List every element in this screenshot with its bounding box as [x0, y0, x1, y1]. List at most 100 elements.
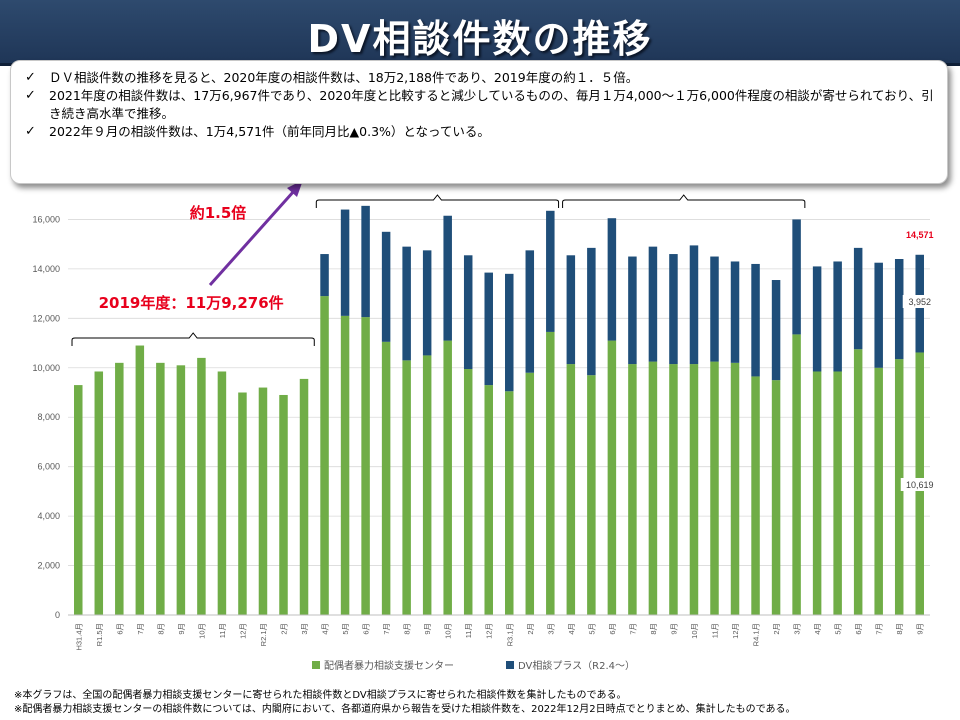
- bar-dv-plus: [607, 218, 617, 341]
- bar-dv-plus: [669, 254, 678, 365]
- x-tick-label: 10月: [690, 623, 699, 639]
- y-tick-label: 12,000: [32, 313, 60, 323]
- x-tick-label: 6月: [608, 623, 617, 635]
- bar-center: [669, 364, 678, 615]
- summary-text: 2021年度の相談件数は、17万6,967件であり、2020年度と比較すると減少…: [49, 88, 934, 121]
- bar-center: [74, 385, 83, 615]
- summary-item: ✓ 2022年９月の相談件数は、1万4,571件（前年同月比▲0.3%）となって…: [23, 123, 935, 141]
- bar-dv-plus: [628, 256, 637, 365]
- bar-center: [525, 372, 535, 615]
- bar-dv-plus: [751, 263, 760, 377]
- x-tick-label: 4月: [813, 623, 822, 635]
- bar-center: [587, 375, 596, 615]
- bar-dv-plus: [710, 256, 719, 362]
- x-tick-label: 11月: [464, 623, 473, 638]
- bar-center: [176, 365, 186, 615]
- summary-item: ✓ 2021年度の相談件数は、17万6,967件であり、2020年度と比較すると…: [23, 87, 935, 123]
- bar-center: [115, 362, 124, 615]
- x-tick-label: 10月: [197, 623, 206, 639]
- x-tick-label: 12月: [731, 623, 740, 639]
- bar-center: [361, 317, 370, 615]
- x-tick-label: 4月: [321, 623, 330, 635]
- x-tick-label: 8月: [156, 623, 165, 635]
- bar-center: [463, 369, 473, 615]
- x-tick-label: 9月: [916, 623, 925, 635]
- x-tick-label: 3月: [300, 623, 309, 635]
- footnote: ※配偶者暴力相談支援センターの相談件数については、内閣府において、各都道府県から…: [14, 704, 796, 715]
- bar-center: [874, 367, 883, 615]
- x-tick-label: 7月: [628, 623, 637, 635]
- bar-center: [812, 371, 822, 615]
- x-tick-label: 7月: [382, 623, 391, 635]
- x-tick-label: 7月: [875, 623, 884, 635]
- bar-center: [771, 380, 781, 615]
- x-tick-label: 9月: [177, 623, 186, 635]
- bar-center: [751, 376, 760, 615]
- fy2019-brace: [71, 332, 315, 346]
- bar-center: [792, 334, 801, 615]
- bar-center: [505, 391, 514, 615]
- last-total-label: 14,571: [906, 230, 934, 240]
- x-tick-label: R2.1月: [259, 623, 268, 646]
- bar-dv-plus: [730, 261, 740, 363]
- bar-dv-plus: [422, 250, 432, 356]
- bar-center: [730, 362, 740, 615]
- x-tick-label: 6月: [115, 623, 124, 635]
- bar-center: [217, 371, 227, 615]
- x-tick-label: 4月: [567, 623, 576, 635]
- bar-dv-plus: [546, 210, 555, 332]
- last-plus-label: 3,952: [908, 297, 931, 307]
- bar-center: [853, 349, 863, 615]
- x-tick-label: 2月: [772, 623, 781, 635]
- label-backdrop: [902, 295, 937, 308]
- bar-center: [156, 362, 165, 615]
- bar-dv-plus: [648, 246, 658, 362]
- fy2019-label: 2019年度：11万9,276件: [99, 294, 284, 312]
- growth-arrow: [208, 190, 296, 286]
- bar-center: [340, 315, 350, 615]
- bar-center: [238, 392, 247, 615]
- bar-center: [607, 340, 617, 615]
- bar-center: [402, 360, 411, 615]
- bar-dv-plus: [566, 255, 576, 365]
- x-tick-label: 5月: [341, 623, 350, 635]
- y-tick-label: 14,000: [32, 264, 60, 274]
- summary-item: ✓ ＤＶ相談件数の推移を見ると、2020年度の相談件数は、18万2,188件であ…: [23, 69, 935, 87]
- x-tick-label: 8月: [895, 623, 904, 635]
- bar-center: [648, 361, 658, 615]
- check-icon: ✓: [25, 88, 36, 103]
- page-title: DV相談件数の推移: [307, 17, 653, 61]
- summary-text: ＤＶ相談件数の推移を見ると、2020年度の相談件数は、18万2,188件であり、…: [49, 70, 639, 85]
- bar-dv-plus: [463, 255, 473, 370]
- x-tick-label: 11月: [711, 623, 720, 638]
- x-tick-label: 8月: [403, 623, 412, 635]
- bar-dv-plus: [525, 250, 535, 373]
- bar-center: [484, 385, 493, 615]
- bar-dv-plus: [361, 205, 370, 318]
- bar-center: [566, 364, 576, 615]
- bar-dv-plus: [853, 247, 863, 350]
- x-tick-label: 5月: [834, 623, 843, 635]
- check-icon: ✓: [25, 70, 36, 85]
- x-tick-label: R4.1月: [752, 623, 761, 646]
- bar-dv-plus: [381, 231, 391, 342]
- label-backdrop: [900, 478, 939, 491]
- x-tick-label: 10月: [444, 623, 453, 639]
- legend-label-center: 配偶者暴力相談支援センター: [324, 659, 454, 672]
- y-tick-label: 4,000: [37, 511, 60, 521]
- growth-label: 約1.5倍: [190, 204, 247, 222]
- x-tick-label: 6月: [362, 623, 371, 635]
- bar-dv-plus: [443, 215, 452, 341]
- y-tick-label: 16,000: [32, 214, 60, 224]
- x-tick-label: 5月: [587, 623, 596, 635]
- bar-center: [689, 364, 699, 615]
- fy2021-brace: [562, 194, 806, 208]
- bar-center: [299, 378, 309, 615]
- growth-arrowhead: [287, 180, 303, 197]
- x-tick-label: 11月: [218, 623, 227, 638]
- x-tick-label: 2月: [280, 623, 289, 635]
- bar-center: [135, 345, 145, 615]
- bar-dv-plus: [402, 246, 411, 361]
- x-tick-label: H31.4月: [74, 623, 83, 651]
